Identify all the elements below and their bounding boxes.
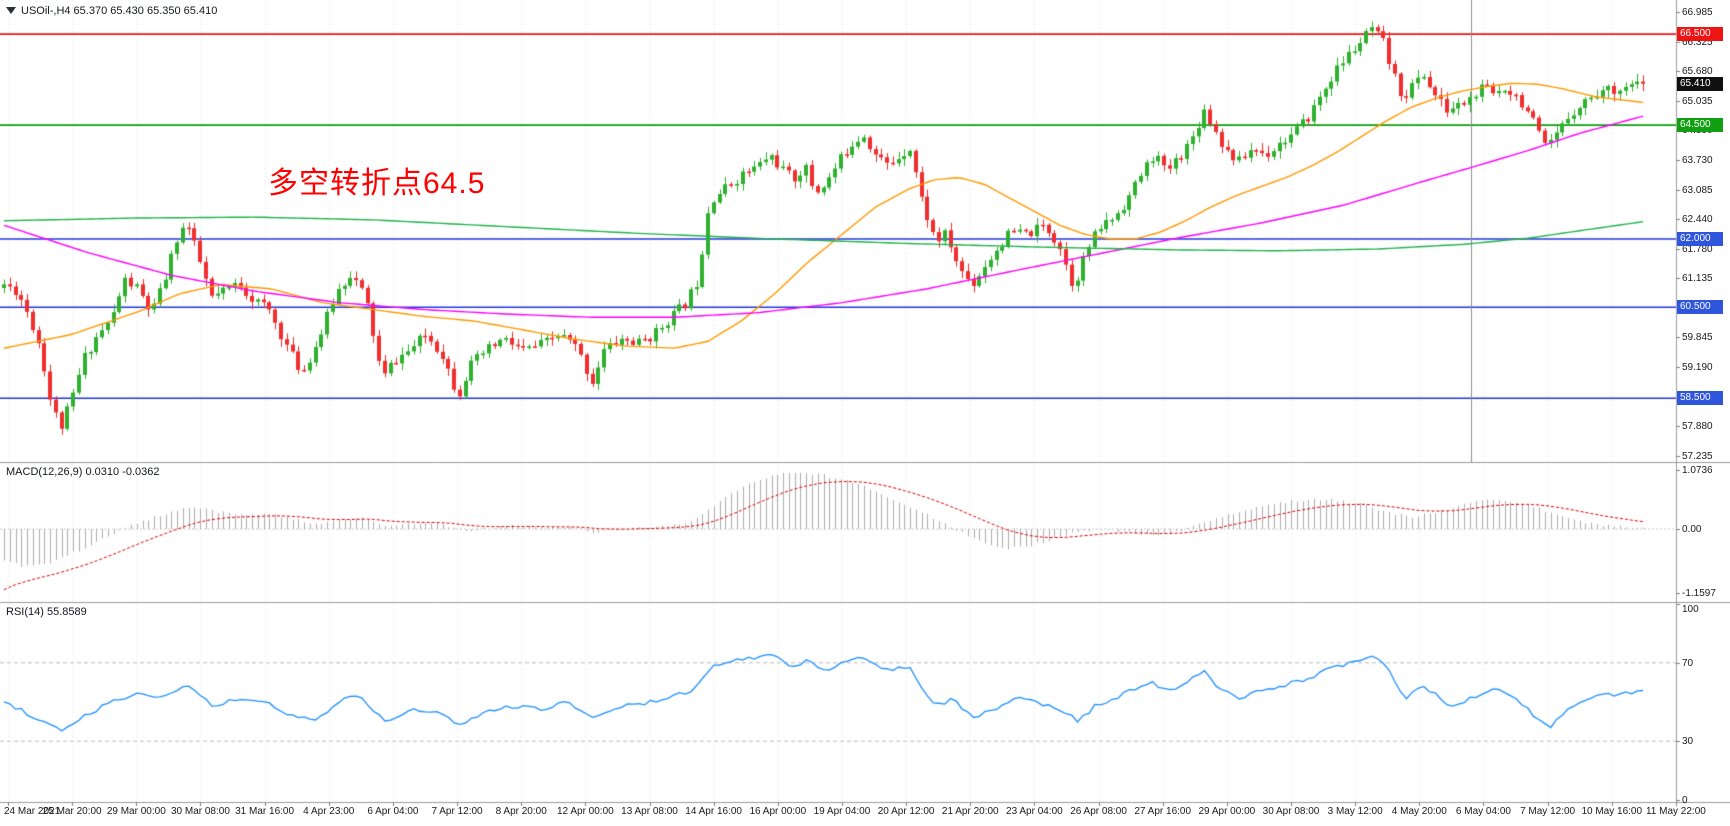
time-axis-label: 8 Apr 20:00 (495, 806, 547, 817)
price-tick-label: 63.085 (1682, 184, 1713, 196)
price-tick-label: 59.845 (1682, 332, 1713, 344)
price-tick-label: 63.730 (1682, 155, 1713, 167)
time-axis-label: 30 Mar 08:00 (170, 806, 230, 817)
price-tick-label: 59.190 (1682, 361, 1713, 373)
price-tick-label: 61.135 (1682, 273, 1713, 285)
time-axis-label: 7 Apr 12:00 (431, 806, 483, 817)
price-tick-label: 62.440 (1682, 213, 1713, 225)
time-axis-label: 10 May 16:00 (1581, 806, 1643, 817)
rsi-tick-label: 70 (1682, 657, 1694, 669)
price-tick-label: 66.325 (1682, 37, 1713, 49)
macd-panel[interactable] (0, 462, 1676, 602)
macd-tick-label: 0.00 (1682, 524, 1702, 536)
chart-title-text: USOil-,H4 65.370 65.430 65.350 65.410 (21, 5, 218, 17)
macd-tick-label: 1.0736 (1682, 464, 1713, 476)
price-label-resistance-66500: 66.500 (1677, 27, 1723, 42)
time-axis-label: 4 Apr 23:00 (303, 806, 355, 817)
time-axis-label: 25 Mar 20:00 (42, 806, 102, 817)
time-axis-label: 23 Apr 04:00 (1006, 806, 1063, 817)
rsi-indicator-label: RSI(14) 55.8589 (6, 606, 87, 618)
macd-tick-label: -1.1597 (1682, 588, 1716, 600)
price-tick-label: 65.680 (1682, 66, 1713, 78)
time-axis-label: 29 Mar 00:00 (106, 806, 166, 817)
time-axis-label: 24 Mar 2021 (4, 806, 61, 817)
price-tick-label: 65.035 (1682, 95, 1713, 107)
time-axis-label: 14 Apr 16:00 (685, 806, 742, 817)
time-axis-label: 16 Apr 00:00 (749, 806, 807, 817)
time-axis-label: 21 Apr 20:00 (941, 806, 999, 817)
time-axis-label: 30 Apr 08:00 (1262, 806, 1320, 817)
price-tick-label: 66.985 (1682, 7, 1713, 19)
time-axis-label: 12 Apr 00:00 (556, 806, 614, 817)
chart-menu-triangle-icon (6, 7, 16, 14)
price-tick-label: 61.780 (1682, 243, 1713, 255)
annotation-text[interactable]: 多空转折点64.5 (268, 167, 486, 200)
time-axis-label: 4 May 20:00 (1391, 806, 1447, 817)
chart-title: USOil-,H4 65.370 65.430 65.350 65.410 (6, 5, 217, 17)
price-label-support-60500: 60.500 (1677, 300, 1723, 315)
price-label-support-58500: 58.500 (1677, 391, 1723, 406)
time-axis-label: 13 Apr 08:00 (621, 806, 678, 817)
time-axis-label: 20 Apr 12:00 (877, 806, 935, 817)
price-tick-label: 57.235 (1682, 450, 1713, 462)
time-axis-label: 19 Apr 04:00 (813, 806, 871, 817)
time-axis-label: 7 May 12:00 (1520, 806, 1576, 817)
price-label-pivot-64500: 64.500 (1677, 118, 1723, 133)
rsi-tick-label: 0 (1682, 795, 1688, 806)
time-axis-label: 6 May 04:00 (1455, 806, 1511, 817)
time-axis-label: 26 Apr 08:00 (1070, 806, 1127, 817)
price-label-support-62000: 62.000 (1677, 231, 1723, 246)
main-price-panel[interactable] (0, 0, 1676, 462)
time-axis-label: 27 Apr 16:00 (1134, 806, 1192, 817)
price-label-current-price: 65.410 (1677, 76, 1723, 91)
macd-indicator-label: MACD(12,26,9) 0.0310 -0.0362 (6, 466, 160, 478)
time-axis-label: 29 Apr 00:00 (1198, 806, 1256, 817)
time-axis-label: 31 Mar 16:00 (235, 806, 295, 817)
rsi-tick-label: 100 (1682, 604, 1699, 615)
rsi-tick-label: 30 (1682, 736, 1694, 748)
rsi-panel[interactable] (0, 602, 1676, 802)
time-axis-label: 11 May 22:00 (1645, 806, 1706, 817)
price-tick-label: 57.880 (1682, 421, 1713, 433)
time-axis-label: 6 Apr 04:00 (367, 806, 419, 817)
time-axis-label: 3 May 12:00 (1327, 806, 1383, 817)
